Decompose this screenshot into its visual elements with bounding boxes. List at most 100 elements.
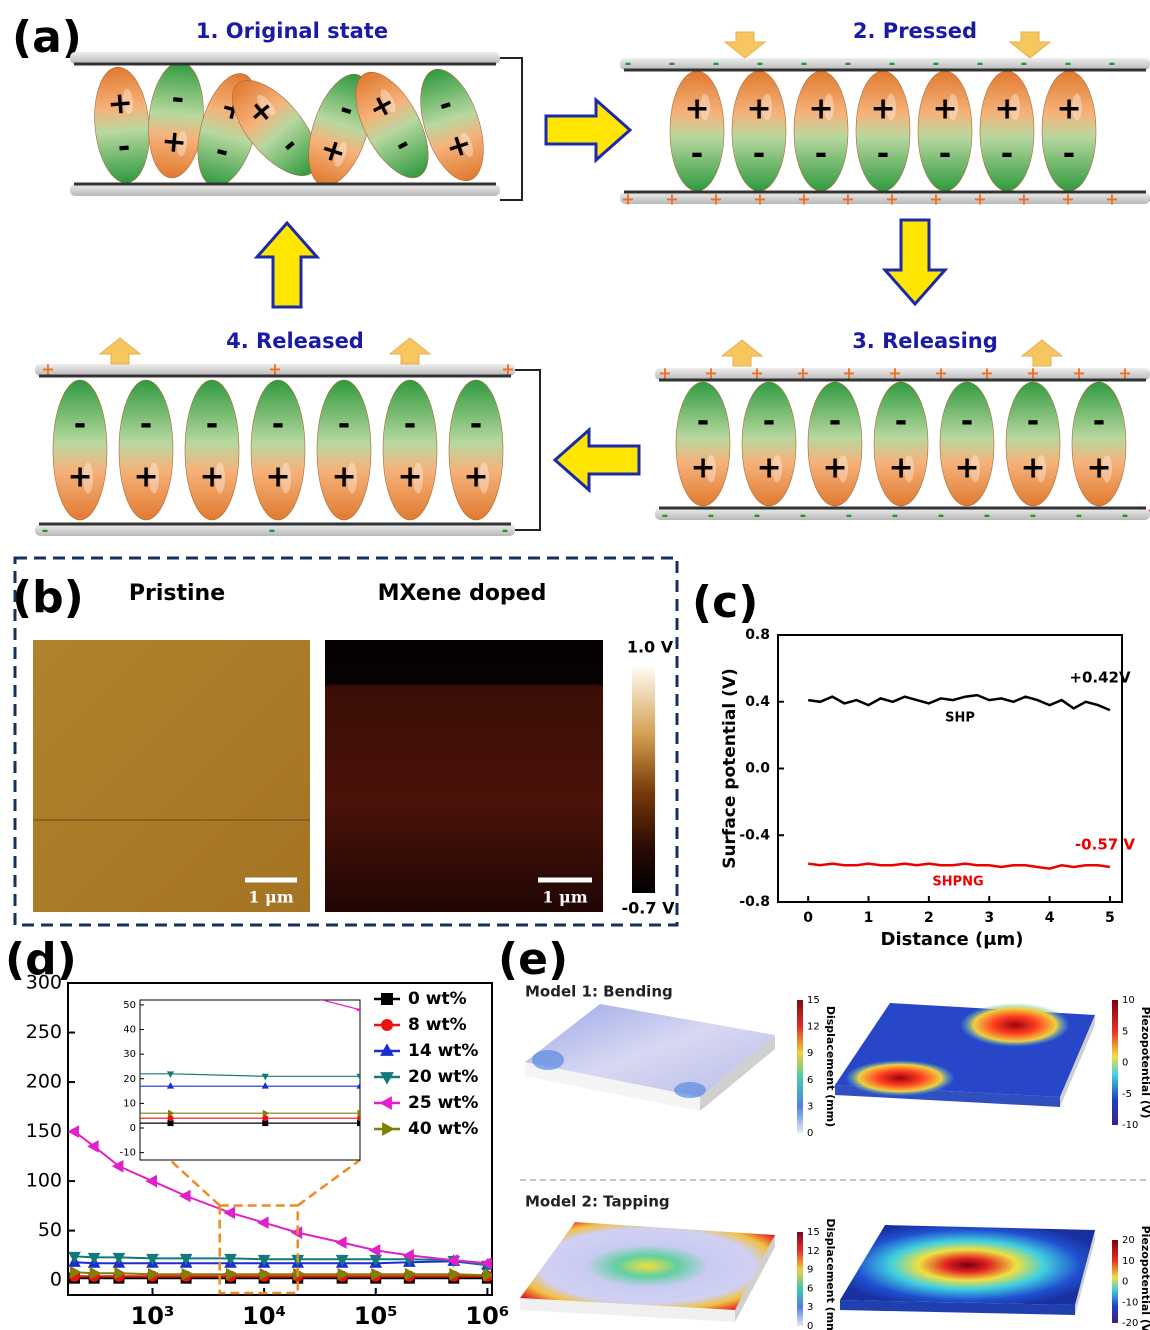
scale-bar-label: 1 μm <box>542 888 587 907</box>
marker <box>181 1267 194 1281</box>
hotspot <box>532 1050 564 1070</box>
state-title: 1. Original state <box>196 19 388 43</box>
afm-image <box>325 640 603 912</box>
plate-charge: - <box>1065 54 1072 73</box>
plate-charge: + <box>980 364 993 383</box>
inset-y-tick-label: 40 <box>123 1025 136 1036</box>
dipole-body <box>448 379 504 521</box>
dipole-highlight <box>838 455 848 483</box>
y-tick-label: 0.4 <box>745 694 770 710</box>
zoom-box <box>218 1204 299 1295</box>
legend-label: 25 wt% <box>408 1093 478 1113</box>
dipole-highlight <box>83 462 93 494</box>
plate-charge: + <box>501 360 514 379</box>
colorbar-tick-label: 9 <box>807 1048 813 1059</box>
plate-charge: - <box>938 506 945 525</box>
plate-charge: - <box>42 521 49 540</box>
plate-charge: - <box>1109 54 1116 73</box>
y-tick-label: 0.8 <box>745 627 770 643</box>
marker <box>578 1116 583 1121</box>
charge-sign: - <box>170 81 185 117</box>
colorbar-tick-label: 5 <box>1122 1026 1128 1037</box>
charge-sign: - <box>815 137 827 172</box>
dipole-body <box>52 379 108 521</box>
y-tick-label: 0 <box>50 1269 62 1291</box>
dipole-body <box>731 70 787 192</box>
dipole-highlight <box>706 455 716 483</box>
data-line <box>74 1260 488 1267</box>
plate-charge: + <box>888 364 901 383</box>
y-tick-label: 250 <box>26 1021 62 1043</box>
plate-charge: + <box>658 364 671 383</box>
charge-sign: + <box>684 92 709 127</box>
dipole: +- <box>1041 70 1097 192</box>
legend-label: 14 wt% <box>408 1041 478 1061</box>
marker <box>578 1121 583 1126</box>
dipole-highlight <box>1072 93 1082 121</box>
inset-y-tick-label: 20 <box>123 1074 136 1085</box>
plate-charge: - <box>933 54 940 73</box>
dipole-highlight <box>380 89 396 113</box>
marker <box>259 1267 272 1281</box>
plate-charge: - <box>502 521 509 540</box>
charge-sign: - <box>140 407 152 442</box>
plate-charge: + <box>750 364 763 383</box>
charge-sign: + <box>463 460 488 495</box>
marker <box>892 1121 897 1126</box>
zoom-connector <box>169 1159 221 1207</box>
dipole: +- <box>316 379 372 521</box>
panel-frame <box>13 556 679 927</box>
charge-sign: + <box>160 124 188 161</box>
plate-charge: + <box>753 190 766 209</box>
marker <box>483 1121 488 1126</box>
dipole-highlight <box>1102 455 1112 483</box>
dipole: +- <box>52 379 108 521</box>
charge-sign: + <box>954 450 979 485</box>
marker <box>168 958 173 964</box>
charge-sign: - <box>206 407 218 442</box>
marker <box>672 1121 677 1126</box>
marker <box>42 916 47 922</box>
slab-side <box>735 1235 775 1322</box>
hotspot <box>845 1060 955 1096</box>
dipole: +- <box>807 381 863 507</box>
electrode <box>620 58 1150 70</box>
dipole: +- <box>917 70 973 192</box>
panel-label: (d) <box>5 934 77 985</box>
dipole-highlight <box>886 93 896 121</box>
legend-label: 20 wt% <box>408 1067 478 1087</box>
marker <box>262 1115 269 1122</box>
dipole-highlight <box>479 462 489 494</box>
marker <box>483 1116 488 1121</box>
model-title: Model 1: Bending <box>525 983 673 1001</box>
legend-label: 40 wt% <box>408 1119 478 1139</box>
colorbar <box>1112 1000 1118 1125</box>
electrode <box>655 368 1150 380</box>
slab-top <box>520 1222 775 1310</box>
colorbar-tick-label: 12 <box>807 1022 820 1033</box>
dipole-highlight <box>772 455 782 483</box>
plate-charge: - <box>1030 506 1037 525</box>
marker <box>892 1116 897 1121</box>
marker <box>483 1110 488 1116</box>
x-tick-label: 10³ <box>131 1302 175 1330</box>
afm-image <box>33 640 310 912</box>
dipole: +- <box>94 66 150 184</box>
marker <box>578 1110 583 1116</box>
plate-charge: + <box>973 190 986 209</box>
plate-charge: - <box>269 521 276 540</box>
dipole-highlight <box>334 142 347 167</box>
marker <box>483 1083 489 1088</box>
marker <box>167 1120 174 1127</box>
dipole: +- <box>250 379 306 521</box>
plate-charge: - <box>892 506 899 525</box>
dipole-highlight <box>347 462 357 494</box>
dipole-highlight <box>176 131 188 157</box>
plate-charge: - <box>984 506 991 525</box>
charge-sign: + <box>1056 92 1081 127</box>
marker <box>482 1032 487 1038</box>
charge-sign: - <box>470 407 482 442</box>
x-tick-label: 3 <box>984 910 994 926</box>
colorbar-tick-label: 0 <box>807 1321 813 1330</box>
plate-charge: + <box>1061 190 1074 209</box>
